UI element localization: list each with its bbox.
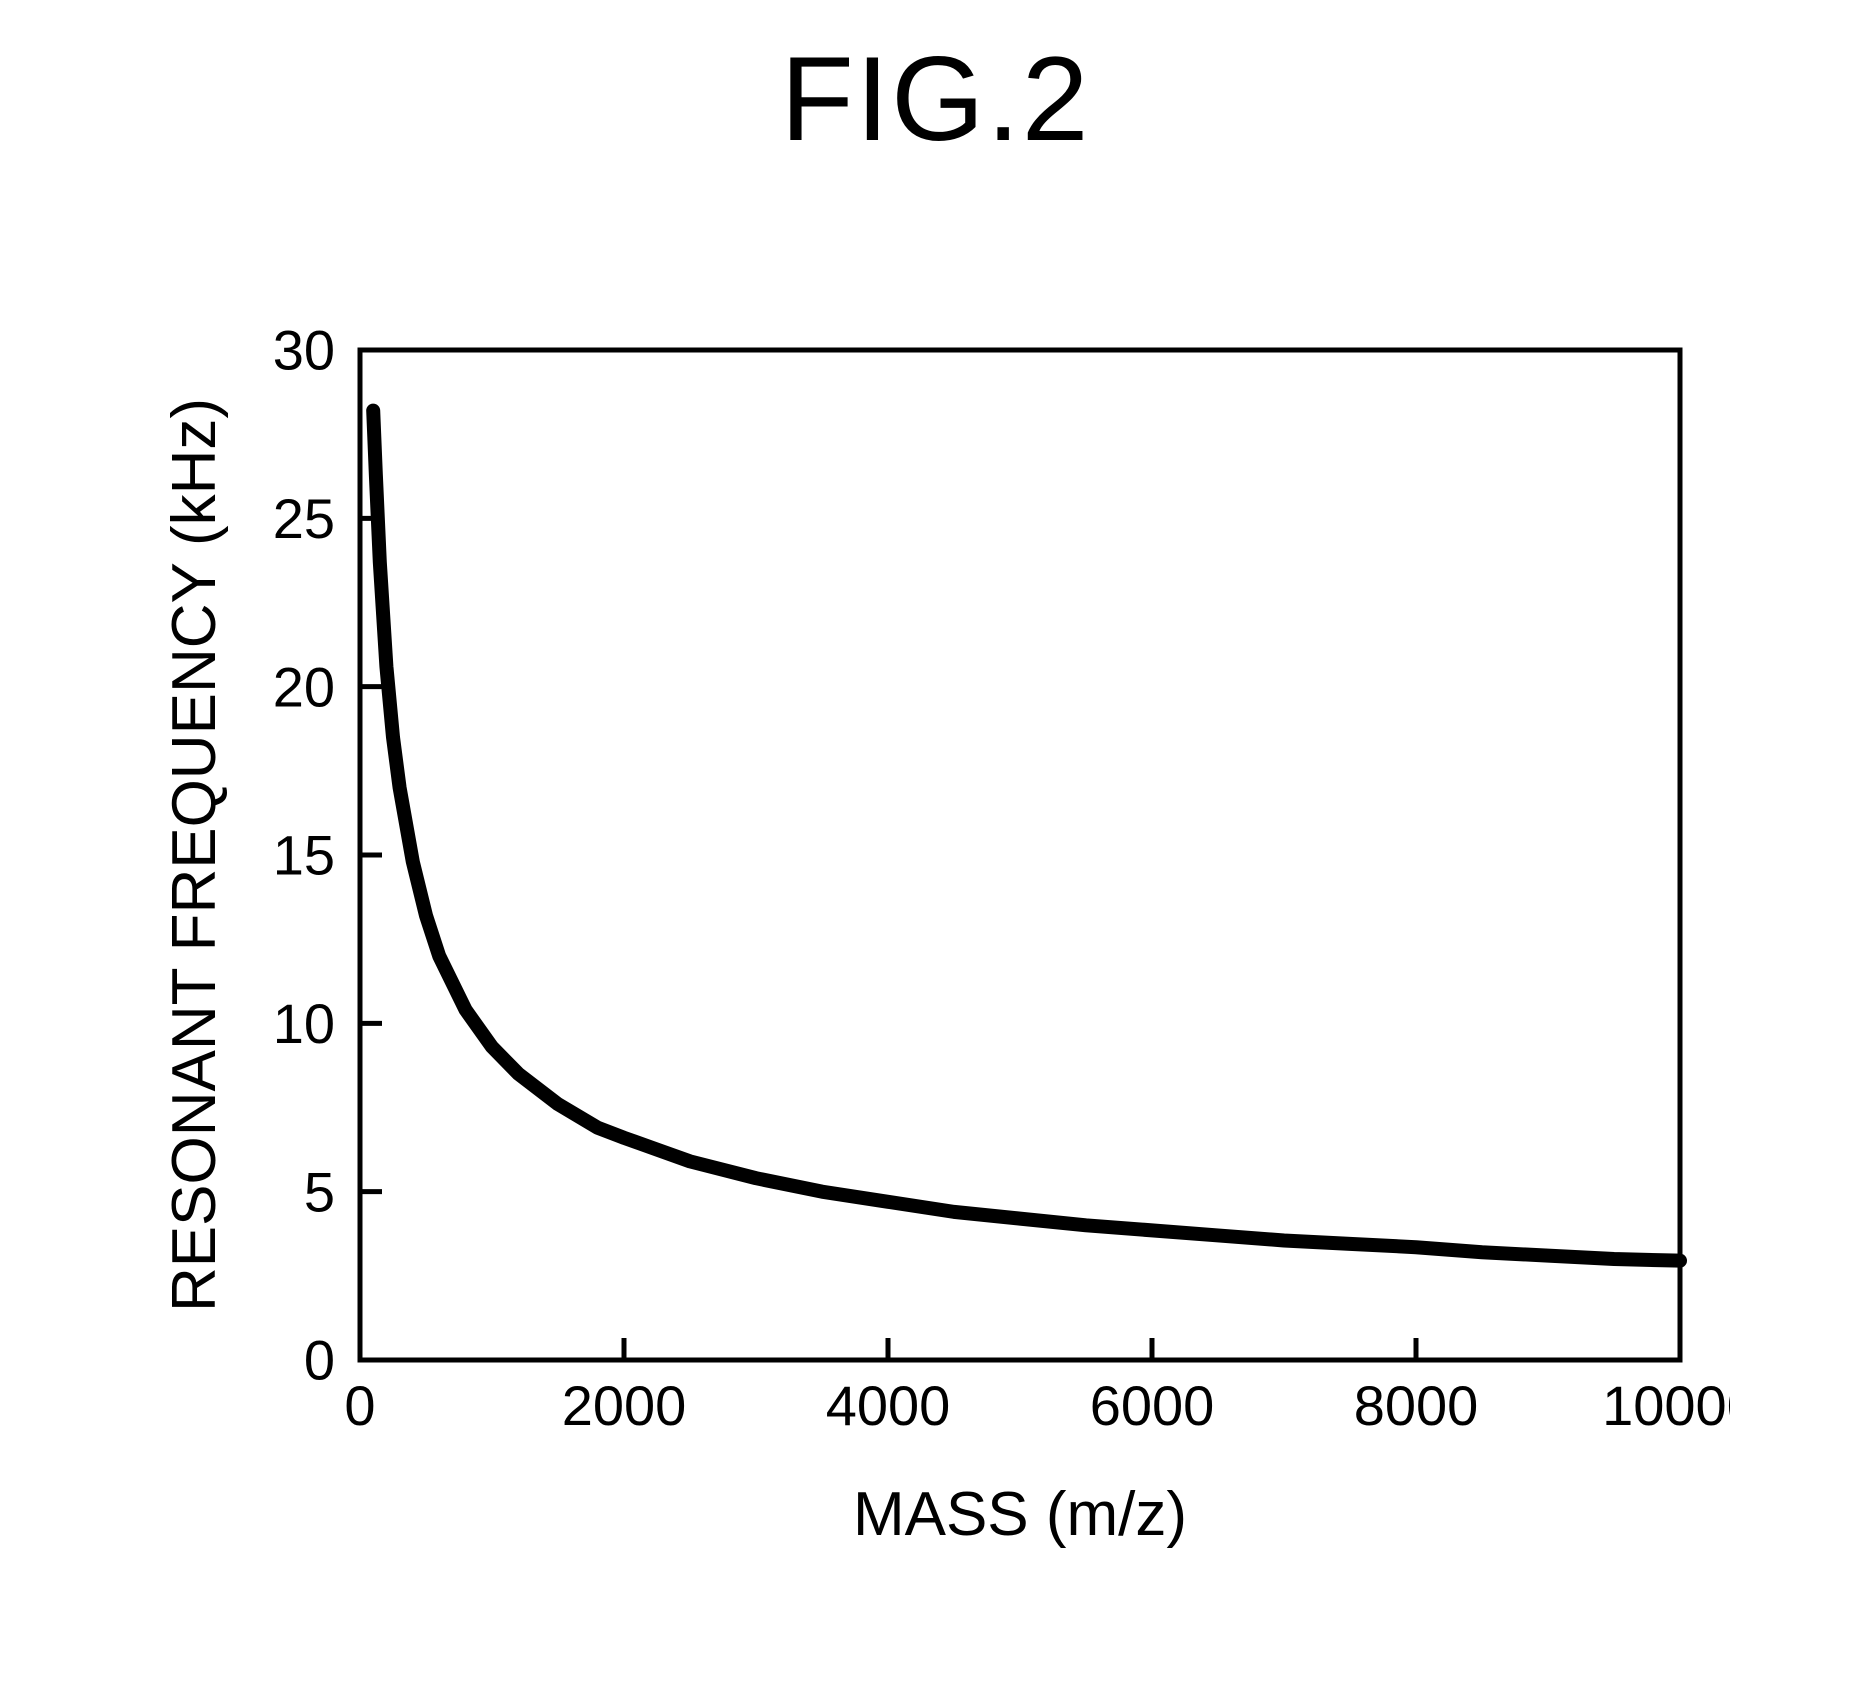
figure-title: FIG.2 [0, 30, 1871, 168]
plot-border [360, 350, 1680, 1360]
y-axis-label: RESONANT FREQUENCY (kHz) [170, 398, 229, 1312]
y-tick-label: 20 [273, 655, 335, 718]
x-tick-label: 10000 [1602, 1374, 1730, 1437]
x-tick-label: 0 [344, 1374, 375, 1437]
y-tick-label: 0 [304, 1329, 335, 1392]
x-axis-label: MASS (m/z) [853, 1480, 1187, 1549]
x-tick-label: 6000 [1090, 1374, 1215, 1437]
page: FIG.2 0 5 10 15 20 25 30 0 2000 4000 6000 8000 10000… [0, 0, 1871, 1691]
y-tick-label: 25 [273, 487, 335, 550]
x-tick-label: 4000 [826, 1374, 951, 1437]
x-tick-label: 2000 [562, 1374, 687, 1437]
x-tick-label: 8000 [1354, 1374, 1479, 1437]
y-tick-label: 10 [273, 992, 335, 1055]
chart-svg: 0 5 10 15 20 25 30 0 2000 4000 6000 8000 10000 MASS (… [170, 330, 1730, 1630]
y-tick-label: 5 [304, 1160, 335, 1223]
y-tick-label: 30 [273, 330, 335, 382]
data-line [373, 411, 1680, 1261]
y-tick-label: 15 [273, 824, 335, 887]
chart-container: 0 5 10 15 20 25 30 0 2000 4000 6000 8000 10000 MASS (… [170, 330, 1730, 1630]
